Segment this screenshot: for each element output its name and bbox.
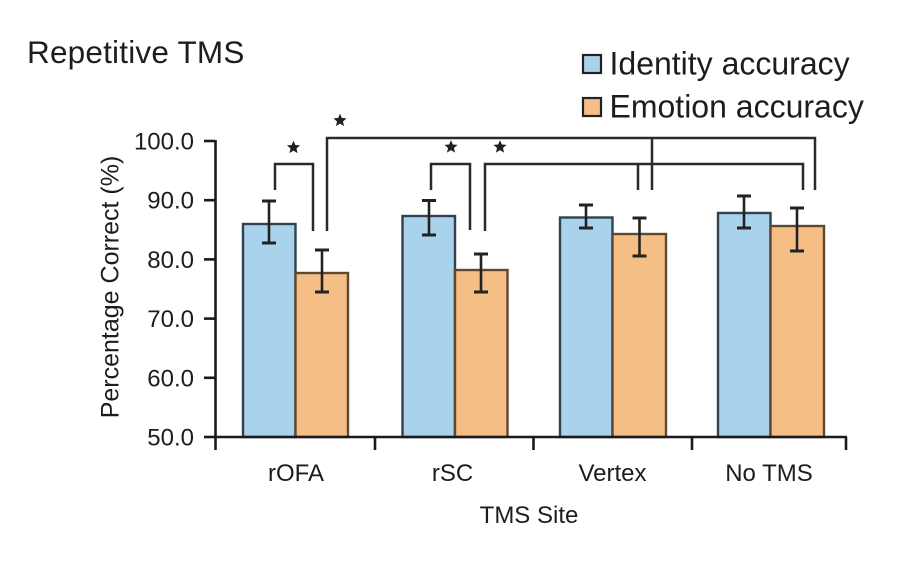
svg-text:Identity accuracy: Identity accuracy xyxy=(610,46,850,82)
svg-text:Repetitive TMS: Repetitive TMS xyxy=(27,34,245,70)
svg-text:rOFA: rOFA xyxy=(268,460,324,487)
svg-text:70.0: 70.0 xyxy=(147,306,194,333)
svg-text:TMS Site: TMS Site xyxy=(480,502,579,529)
svg-text:90.0: 90.0 xyxy=(147,188,194,215)
svg-text:Vertex: Vertex xyxy=(578,460,646,487)
svg-text:rSC: rSC xyxy=(432,460,473,487)
svg-text:60.0: 60.0 xyxy=(147,365,194,392)
svg-text:50.0: 50.0 xyxy=(147,425,194,452)
svg-text:100.0: 100.0 xyxy=(134,129,194,156)
svg-text:80.0: 80.0 xyxy=(147,247,194,274)
svg-text:No TMS: No TMS xyxy=(725,460,813,487)
svg-text:Emotion accuracy: Emotion accuracy xyxy=(610,89,864,125)
svg-text:Percentage Correct (%): Percentage Correct (%) xyxy=(97,156,125,419)
